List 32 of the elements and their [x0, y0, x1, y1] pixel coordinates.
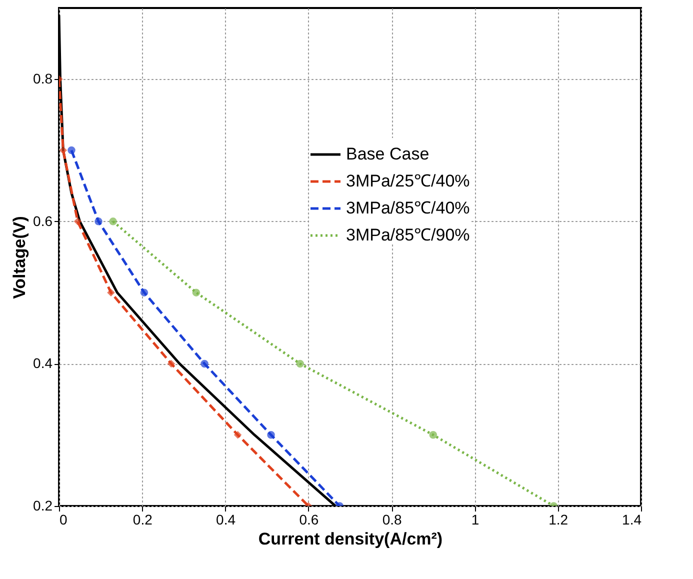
legend-label: 3MPa/85℃/40%	[346, 198, 470, 218]
point	[267, 430, 275, 439]
x-tick-label: 1	[471, 512, 480, 528]
point	[429, 430, 438, 439]
x-axis-title: Current density(A/cm²)	[258, 530, 443, 548]
point	[59, 146, 68, 154]
point	[94, 218, 102, 226]
x-tick-label: 1.2	[548, 512, 568, 528]
x-tick-label: 1.4	[622, 512, 642, 528]
y-tick-label: 0.2	[33, 498, 53, 514]
point	[167, 360, 176, 368]
legend-label: 3MPa/85℃/90%	[346, 226, 470, 244]
legend-label: 3MPa/25℃/40%	[346, 172, 470, 190]
x-tick-label: 0.4	[216, 512, 236, 528]
y-tick-label: 0.8	[33, 70, 53, 87]
point	[109, 218, 117, 226]
x-tick-label: 0.6	[299, 512, 319, 528]
point	[296, 360, 304, 368]
y-axis-title: Voltage(V)	[10, 216, 30, 299]
point	[234, 430, 242, 439]
point	[140, 288, 148, 296]
point	[107, 288, 115, 296]
y-tick-label: 0.4	[33, 355, 53, 372]
point	[192, 288, 200, 296]
x-tick-label: 0.2	[132, 512, 153, 528]
point	[200, 360, 208, 368]
legend-label: Base Case	[346, 144, 430, 164]
point	[74, 218, 82, 226]
x-tick-label: 0	[60, 512, 68, 528]
x-tick-label: 0.8	[382, 512, 402, 528]
y-tick-label: 0.6	[33, 212, 53, 229]
point	[68, 146, 76, 154]
